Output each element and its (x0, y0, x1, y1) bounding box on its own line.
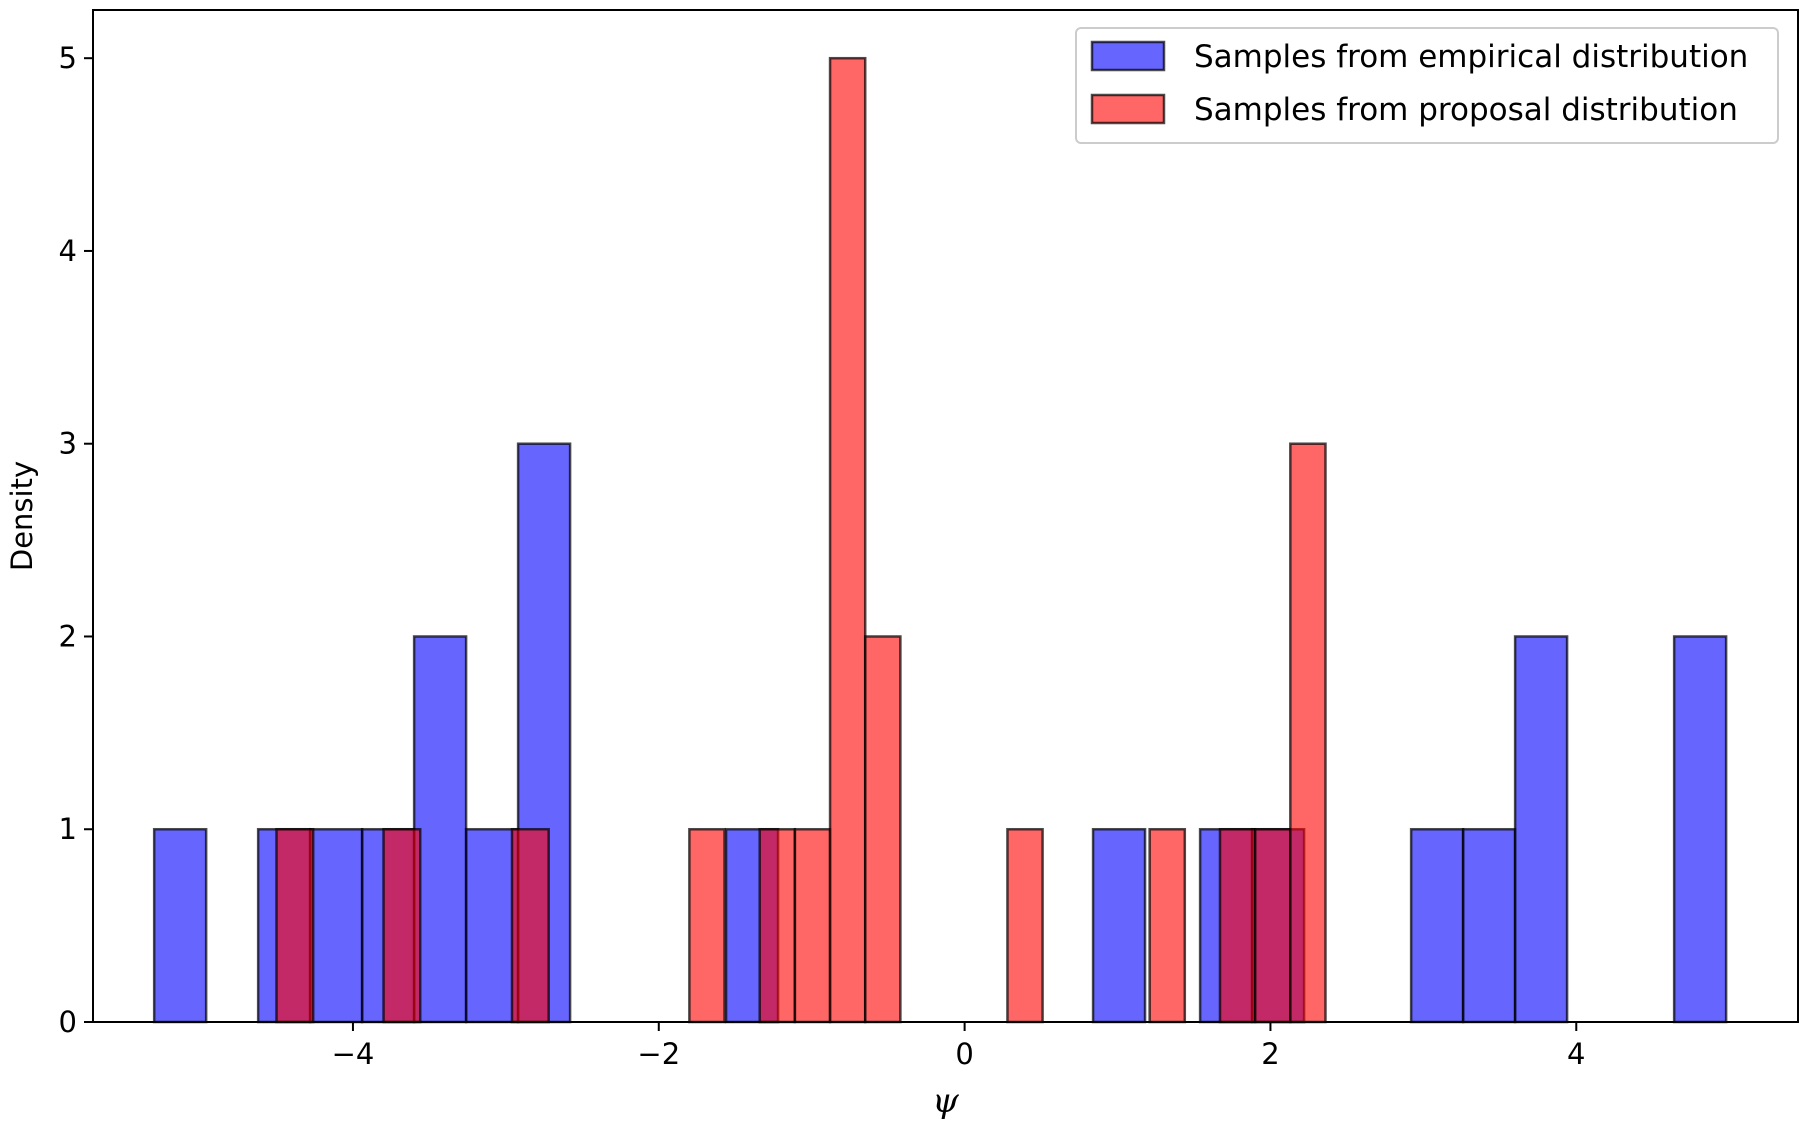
y-tick-label: 2 (59, 619, 77, 653)
legend-swatch-proposal (1090, 93, 1166, 125)
x-axis: −4 −2 0 2 4 (332, 1022, 1586, 1071)
x-tick-label: −2 (637, 1037, 680, 1071)
x-tick-label: 0 (955, 1037, 973, 1071)
y-tick-label: 1 (59, 812, 77, 846)
legend-box (1075, 27, 1779, 144)
y-tick-label: 3 (59, 427, 77, 461)
proposal-bar-3 (688, 827, 726, 1024)
bars (152, 56, 1728, 1024)
x-tick-label: −4 (332, 1037, 375, 1071)
proposal-bar-5 (793, 827, 832, 1024)
plot-frame (92, 9, 1799, 1023)
empirical-bar-8 (1091, 827, 1147, 1024)
y-axis-label: Density (5, 461, 39, 571)
legend-swatch-empirical (1090, 40, 1166, 72)
legend-label-empirical: Samples from empirical distribution (1194, 39, 1748, 75)
y-tick-label: 0 (59, 1005, 77, 1039)
proposal-bar-4 (758, 827, 797, 1024)
plot-area (92, 9, 1799, 1024)
y-tick-label: 5 (59, 41, 77, 75)
empirical-bar-0 (152, 827, 208, 1024)
proposal-bar-1 (382, 827, 422, 1024)
proposal-bar-6 (828, 56, 867, 1024)
legend: Samples from empirical distribution Samp… (1075, 27, 1779, 144)
proposal-bar-9 (1148, 827, 1187, 1024)
x-tick-label: 4 (1567, 1037, 1585, 1071)
proposal-bar-7 (863, 635, 902, 1024)
proposal-bar-10 (1218, 827, 1257, 1024)
x-axis-label: ψ (932, 1081, 959, 1121)
proposal-bar-12 (1289, 442, 1327, 1024)
proposal-bar-11 (1253, 827, 1292, 1024)
empirical-bar-13 (1513, 635, 1569, 1024)
legend-label-proposal: Samples from proposal distribution (1194, 92, 1738, 128)
empirical-bar-11 (1409, 827, 1465, 1024)
proposal-bar-0 (275, 827, 315, 1024)
empirical-bar-5 (464, 827, 520, 1024)
empirical-bar-2 (308, 827, 364, 1024)
proposal-bar-2 (510, 827, 550, 1024)
empirical-bar-4 (412, 635, 468, 1024)
proposal-bar-8 (1006, 827, 1044, 1024)
empirical-bar-12 (1461, 827, 1517, 1024)
y-axis: 0 1 2 3 4 5 (59, 41, 93, 1039)
empirical-bar-14 (1672, 635, 1728, 1024)
y-tick-label: 4 (59, 234, 77, 268)
x-tick-label: 2 (1261, 1037, 1279, 1071)
